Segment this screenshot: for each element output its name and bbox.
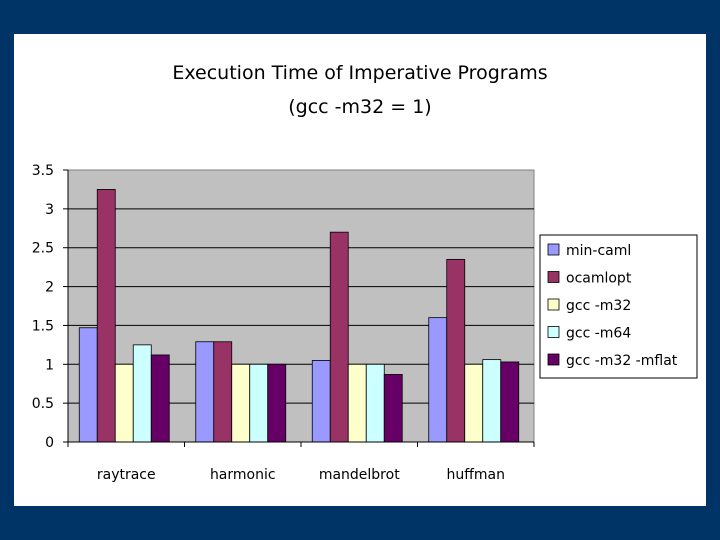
legend-label: gcc -m64 bbox=[566, 326, 631, 342]
y-tick-label: 2 bbox=[45, 280, 54, 296]
x-tick-label: harmonic bbox=[210, 467, 276, 483]
bar-gcc--m32-harmonic bbox=[231, 363, 251, 443]
bar-gcc--m32-huffman bbox=[464, 363, 484, 443]
y-tick-label: 3 bbox=[45, 202, 54, 218]
legend-swatch bbox=[547, 298, 560, 311]
bar-min-caml-harmonic bbox=[195, 341, 215, 443]
bar-gcc--m32--mflat-huffman bbox=[500, 361, 520, 443]
bar-gcc--m32--mflat-harmonic bbox=[267, 363, 287, 443]
slide: Execution Time of Imperative Programs (g… bbox=[14, 34, 706, 506]
chart-subtitle: (gcc -m32 = 1) bbox=[288, 96, 431, 118]
legend-swatch bbox=[547, 243, 560, 256]
bar-gcc--m32--mflat-mandelbrot bbox=[383, 373, 403, 443]
bar-chart: Execution Time of Imperative Programs (g… bbox=[32, 62, 698, 483]
y-tick-label: 1 bbox=[45, 357, 54, 373]
bar-ocamlopt-raytrace bbox=[96, 189, 116, 443]
x-tick-label: raytrace bbox=[97, 467, 156, 483]
bar-gcc--m64-harmonic bbox=[249, 363, 269, 443]
legend-label: min-caml bbox=[566, 243, 631, 259]
legend-label: ocamlopt bbox=[566, 271, 632, 287]
bar-gcc--m32-mandelbrot bbox=[347, 363, 367, 443]
bar-ocamlopt-mandelbrot bbox=[329, 231, 349, 443]
bar-min-caml-huffman bbox=[428, 317, 448, 443]
bar-gcc--m32--mflat-raytrace bbox=[150, 354, 170, 443]
bar-gcc--m64-mandelbrot bbox=[365, 363, 385, 443]
bar-gcc--m64-raytrace bbox=[132, 344, 152, 443]
legend-swatch bbox=[547, 326, 560, 338]
y-tick-label: 0 bbox=[45, 435, 54, 451]
bar-ocamlopt-huffman bbox=[446, 258, 466, 443]
x-tick-label: huffman bbox=[447, 467, 505, 483]
bar-gcc--m64-huffman bbox=[482, 359, 502, 443]
y-tick-label: 1.5 bbox=[32, 318, 54, 334]
bar-ocamlopt-harmonic bbox=[213, 341, 233, 443]
legend-label: gcc -m32 bbox=[566, 298, 631, 314]
y-tick-label: 3.5 bbox=[32, 163, 54, 179]
x-axis: raytrace harmonic mandelbrot huffman bbox=[67, 441, 535, 483]
bars bbox=[78, 189, 520, 443]
legend bbox=[539, 234, 698, 379]
legend-items: min-caml ocamlopt gcc -m32 gcc -m64 gcc -m32… bbox=[547, 243, 678, 369]
y-tick-label: 0.5 bbox=[32, 396, 54, 412]
bar-gcc--m32-raytrace bbox=[114, 363, 134, 443]
x-tick-label: mandelbrot bbox=[319, 467, 400, 483]
y-tick-label: 2.5 bbox=[32, 241, 54, 257]
legend-swatch bbox=[547, 353, 560, 366]
chart-title: Execution Time of Imperative Programs bbox=[172, 62, 547, 84]
y-axis: 0 0.5 1 1.5 2 2.5 3 3.5 bbox=[32, 163, 69, 451]
legend-swatch bbox=[547, 271, 560, 283]
legend-label: gcc -m32 -mflat bbox=[566, 353, 678, 369]
bar-min-caml-raytrace bbox=[78, 327, 98, 443]
bar-min-caml-mandelbrot bbox=[311, 359, 331, 443]
